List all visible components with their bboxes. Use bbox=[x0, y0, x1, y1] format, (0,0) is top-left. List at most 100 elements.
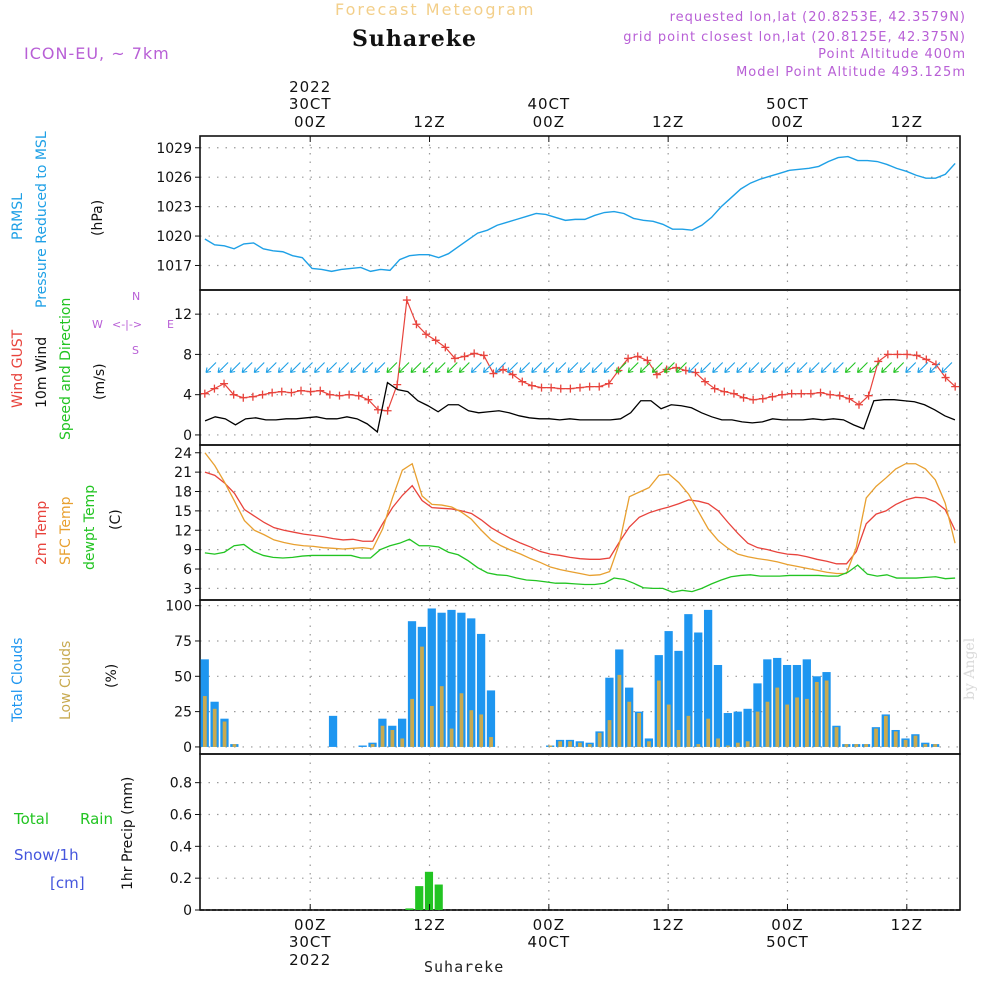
top-x-year: 2022 bbox=[289, 78, 331, 96]
low-cloud-bar bbox=[923, 744, 928, 747]
top-x-date: 40CT bbox=[527, 95, 570, 113]
y-tick-label: 75 bbox=[174, 634, 192, 650]
y-tick-label: 8 bbox=[183, 347, 192, 363]
gust-marker bbox=[527, 381, 536, 390]
y-tick-label: 25 bbox=[174, 705, 192, 721]
top-x-hour: 00Z bbox=[294, 113, 326, 131]
wind-direction-icon bbox=[663, 362, 675, 374]
wind-direction-icon bbox=[326, 362, 338, 374]
low-cloud-bar bbox=[785, 704, 790, 747]
wind-direction-icon bbox=[772, 362, 784, 374]
gust-marker bbox=[845, 394, 854, 403]
snow-label: Snow/1h bbox=[14, 846, 79, 864]
wind-direction-icon bbox=[591, 362, 603, 374]
total-cloud-bar bbox=[674, 650, 683, 747]
gust-marker bbox=[787, 389, 796, 398]
low-cloud-bar bbox=[676, 729, 681, 747]
gust-marker bbox=[412, 320, 421, 329]
low-cloud-bar bbox=[745, 741, 750, 747]
wind-direction-icon bbox=[784, 362, 796, 374]
gust-marker bbox=[595, 382, 604, 391]
gust-marker bbox=[643, 356, 652, 365]
bottom-x-hour: 12Z bbox=[413, 916, 445, 934]
low-cloud-bar bbox=[637, 713, 641, 747]
gust-marker bbox=[422, 330, 431, 339]
wind-direction-icon bbox=[265, 362, 277, 374]
gust-marker bbox=[672, 363, 681, 372]
y-tick-label: 12 bbox=[174, 523, 192, 539]
low-cloud-bar bbox=[627, 701, 632, 747]
wind-direction-icon bbox=[338, 362, 350, 374]
low-cloud-bar bbox=[548, 745, 553, 747]
wind-direction-icon bbox=[856, 362, 868, 374]
low-cloud-bar bbox=[854, 744, 859, 747]
low-cloud-bar bbox=[795, 697, 799, 747]
gust-marker bbox=[547, 383, 556, 392]
wind-direction-icon bbox=[712, 362, 724, 374]
y-tick-label: 4 bbox=[183, 388, 192, 404]
low-cloud-bar bbox=[706, 718, 711, 747]
low-cloud-bar bbox=[666, 704, 671, 747]
total-cloud-bar bbox=[427, 608, 436, 747]
wind-direction-icon bbox=[229, 362, 241, 374]
low-cloud-bar bbox=[578, 742, 582, 747]
low-cloud-bar bbox=[696, 744, 701, 747]
wind-direction-icon bbox=[241, 362, 253, 374]
wind-direction-icon bbox=[289, 362, 301, 374]
total-cloud-bar bbox=[713, 664, 723, 747]
low-cloud-bar bbox=[844, 744, 849, 747]
low-cloud-bar bbox=[400, 738, 405, 747]
rain-bar bbox=[415, 886, 424, 910]
chart-subtitle: Forecast Meteogram bbox=[335, 0, 536, 19]
wind-direction-icon bbox=[627, 362, 639, 374]
wind-direction-icon bbox=[555, 362, 567, 374]
low-cloud-bar bbox=[429, 705, 434, 747]
low-cloud-bar bbox=[814, 681, 819, 747]
low-cloud-bar bbox=[656, 680, 661, 747]
y-tick-label: 9 bbox=[183, 543, 192, 559]
wind-direction-icon bbox=[567, 362, 579, 374]
top-x-date: 50CT bbox=[766, 95, 809, 113]
gust-marker bbox=[797, 389, 806, 398]
gust-marker bbox=[729, 389, 738, 398]
low-cloud-bar bbox=[775, 687, 780, 747]
gust-marker bbox=[585, 382, 594, 391]
total-cloud-bar bbox=[703, 609, 713, 747]
total-cloud-bar bbox=[694, 632, 703, 747]
y-tick-label: 6 bbox=[183, 562, 192, 578]
gust-marker bbox=[393, 380, 402, 389]
wind-direction-icon bbox=[579, 362, 591, 374]
rain-label: Rain bbox=[80, 810, 113, 828]
panel-frame-pressure bbox=[199, 135, 961, 291]
low-cloud-bar bbox=[726, 745, 730, 747]
rain-bar bbox=[434, 884, 443, 910]
gust-marker bbox=[325, 390, 334, 399]
wind-direction-icon bbox=[446, 362, 458, 374]
low-cloud-bar bbox=[489, 737, 493, 747]
gust-marker bbox=[816, 388, 825, 397]
wind-direction-icon bbox=[675, 362, 687, 374]
total-cloud-bar bbox=[328, 715, 338, 747]
y-tick-label: 1023 bbox=[156, 200, 192, 216]
top-x-hour: 00Z bbox=[771, 113, 803, 131]
gust-marker bbox=[373, 405, 382, 414]
top-x-hour: 12Z bbox=[652, 113, 684, 131]
y-tick-label: 18 bbox=[174, 485, 192, 501]
pressure-line bbox=[204, 155, 956, 273]
bottom-x-hour: 00Z bbox=[294, 916, 326, 934]
low-cloud-bar bbox=[558, 741, 563, 747]
low-cloud-bar bbox=[686, 715, 691, 747]
gust-marker bbox=[479, 351, 488, 360]
gust-marker bbox=[768, 392, 777, 401]
y-tick-label: 0.8 bbox=[170, 776, 192, 792]
low-cloud-bar bbox=[410, 698, 414, 747]
gust-marker bbox=[345, 390, 354, 399]
panel-frame-precipitation bbox=[199, 753, 961, 911]
y-tick-label: 24 bbox=[174, 446, 192, 462]
wind-direction-icon bbox=[748, 362, 760, 374]
low-cloud-bar bbox=[765, 701, 770, 747]
gust-marker bbox=[903, 350, 912, 359]
low-cloud-bar bbox=[587, 744, 592, 747]
y-tick-label: 3 bbox=[183, 581, 192, 597]
